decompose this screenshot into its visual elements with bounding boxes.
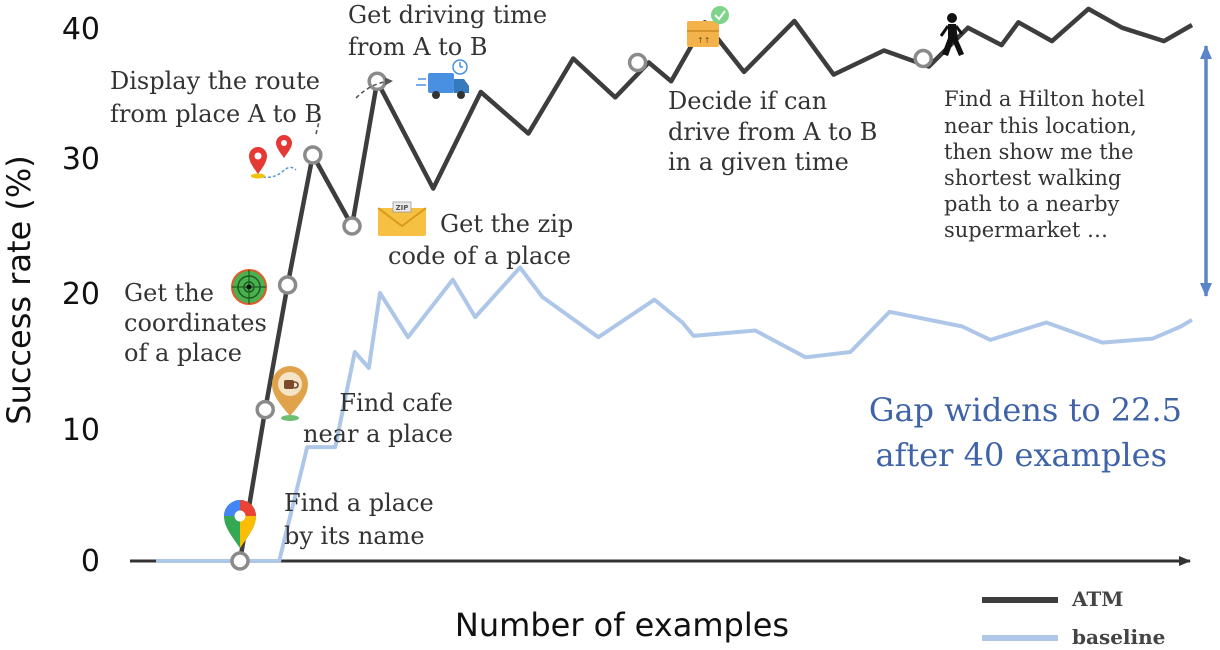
x-axis-title: Number of examples — [455, 606, 789, 644]
annotation-line: of a place — [124, 339, 242, 367]
legend: ATM baseline — [982, 587, 1165, 649]
atm-data-point-marker — [913, 48, 933, 69]
atm-data-point-marker — [367, 71, 387, 92]
annotation-find-place: Find a place by its name — [284, 489, 434, 550]
legend-baseline-label: baseline — [1072, 625, 1165, 649]
y-axis-title: Success rate (%) — [0, 155, 38, 425]
route-pins-icon — [249, 135, 297, 179]
gap-note-line-1: Gap widens to 22.5 — [869, 391, 1182, 429]
annotation-driving-time: Get driving time from A to B — [348, 1, 547, 61]
annotation-line: coordinates — [124, 309, 267, 337]
y-tick-label: 10 — [62, 413, 100, 448]
annotation-line: from A to B — [348, 33, 488, 61]
annotation-line: from place A to B — [110, 100, 322, 128]
annotation-line: Get the — [124, 279, 214, 307]
annotation-hilton: Find a Hilton hotel near this location, … — [944, 87, 1145, 242]
annotation-line: Display the route — [110, 67, 320, 95]
atm-data-point-marker — [627, 52, 648, 73]
atm-data-point-marker — [342, 216, 362, 236]
driving-time-pointer — [355, 77, 393, 99]
annotation-line: near a place — [303, 420, 453, 448]
y-tick-label: 0 — [81, 544, 100, 579]
annotation-decide-drive: Decide if can drive from A to B in a giv… — [668, 87, 877, 176]
annotation-coordinates: Get the coordinates of a place — [124, 279, 267, 367]
annotation-zip-code: Get the zip code of a place — [388, 210, 573, 270]
atm-data-point-marker — [255, 399, 275, 420]
y-tick-label: 40 — [62, 12, 100, 47]
annotation-line: Decide if can — [668, 87, 827, 115]
annotation-line: then show me the — [944, 140, 1134, 164]
cafe-pin-icon — [272, 366, 308, 421]
display-route-pointer — [315, 117, 321, 135]
svg-text:↑↑: ↑↑ — [697, 36, 710, 45]
atm-data-point-marker — [230, 551, 250, 571]
annotation-line: Find a Hilton hotel — [944, 87, 1145, 111]
annotation-line: Find cafe — [339, 389, 453, 417]
annotation-line: path to a nearby — [944, 192, 1120, 216]
annotation-find-cafe: Find cafe near a place — [303, 389, 453, 448]
y-tick-labels: 0 10 20 30 40 — [62, 12, 100, 579]
atm-markers — [230, 48, 933, 571]
walking-person-icon — [939, 13, 964, 56]
annotation-line: shortest walking — [944, 166, 1121, 190]
radar-target-icon — [231, 269, 267, 305]
annotation-line: by its name — [284, 522, 425, 550]
svg-text:ZIP: ZIP — [396, 204, 409, 212]
annotation-line: code of a place — [388, 242, 571, 270]
y-tick-label: 20 — [62, 277, 100, 312]
zip-envelope-icon: ZIP — [377, 201, 427, 236]
annotation-line: Find a place — [284, 489, 434, 517]
atm-data-point-marker — [277, 275, 298, 295]
annotation-line: Get the zip — [440, 210, 573, 238]
baseline-series-line — [156, 265, 1194, 563]
package-check-icon: ↑↑ — [687, 6, 729, 47]
legend-atm-label: ATM — [1071, 587, 1123, 611]
google-maps-pin-icon — [224, 500, 256, 548]
annotation-line: Get driving time — [348, 1, 547, 29]
y-tick-label: 30 — [62, 142, 100, 177]
atm-data-point-marker — [303, 145, 323, 165]
annotation-line: near this location, — [944, 114, 1137, 138]
annotation-line: drive from A to B — [668, 118, 877, 146]
gap-note-line-2: after 40 examples — [875, 436, 1167, 474]
annotation-line: supermarket … — [944, 218, 1108, 242]
annotation-line: in a given time — [668, 148, 849, 176]
delivery-truck-icon — [416, 59, 469, 99]
annotation-display-route: Display the route from place A to B — [110, 67, 322, 128]
